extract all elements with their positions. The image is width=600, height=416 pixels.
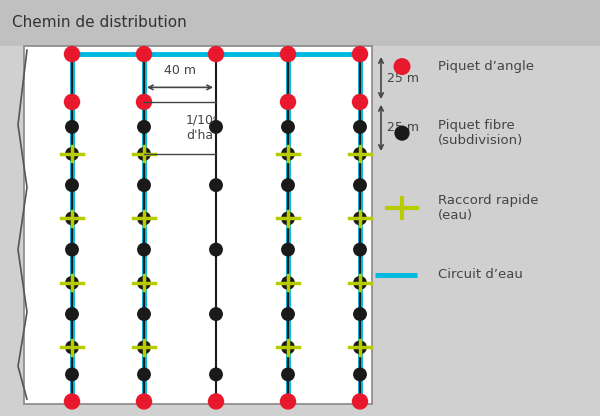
Point [355, 398, 365, 405]
Point [67, 182, 77, 188]
Point [355, 311, 365, 317]
Point [139, 151, 149, 157]
Point [283, 151, 293, 157]
Point [283, 311, 293, 317]
Point [211, 311, 221, 317]
Point [355, 51, 365, 57]
Point [139, 371, 149, 378]
Text: Piquet fibre
(subdivision): Piquet fibre (subdivision) [438, 119, 523, 147]
Point [397, 130, 407, 136]
Point [139, 215, 149, 222]
Point [211, 51, 221, 57]
Point [211, 124, 221, 130]
Point [355, 371, 365, 378]
Point [139, 280, 149, 286]
Point [283, 51, 293, 57]
Point [139, 124, 149, 130]
Point [211, 182, 221, 188]
Bar [24, 46, 372, 404]
Text: 25 m: 25 m [387, 72, 419, 84]
Point [139, 51, 149, 57]
Text: Raccord rapide
(eau): Raccord rapide (eau) [438, 194, 539, 222]
Text: 40 m: 40 m [164, 64, 196, 77]
Text: 1/10ᵉ
d'ha: 1/10ᵉ d'ha [186, 114, 219, 142]
Point [67, 371, 77, 378]
Point [139, 311, 149, 317]
Point [283, 344, 293, 351]
Point [67, 51, 77, 57]
Point [139, 344, 149, 351]
Point [283, 398, 293, 405]
Point [283, 246, 293, 253]
Point [139, 182, 149, 188]
Point [67, 398, 77, 405]
Point [211, 371, 221, 378]
Point [283, 215, 293, 222]
Point [139, 99, 149, 105]
Text: Piquet d’angle: Piquet d’angle [438, 60, 534, 73]
Point [283, 280, 293, 286]
Text: 25 m: 25 m [387, 121, 419, 134]
Point [355, 151, 365, 157]
Point [67, 151, 77, 157]
Point [67, 280, 77, 286]
Point [397, 63, 407, 70]
Point [355, 280, 365, 286]
Point [67, 124, 77, 130]
Point [139, 398, 149, 405]
Point [67, 215, 77, 222]
Point [283, 182, 293, 188]
Text: Circuit d’eau: Circuit d’eau [438, 268, 523, 281]
Point [67, 246, 77, 253]
Bar [0, 0, 600, 46]
Point [355, 182, 365, 188]
Point [355, 246, 365, 253]
Point [211, 246, 221, 253]
Point [67, 344, 77, 351]
Point [355, 99, 365, 105]
Point [355, 344, 365, 351]
Point [283, 124, 293, 130]
Point [67, 311, 77, 317]
Point [283, 99, 293, 105]
Point [355, 124, 365, 130]
Point [67, 99, 77, 105]
Text: Chemin de distribution: Chemin de distribution [12, 15, 187, 30]
Point [283, 371, 293, 378]
Point [355, 215, 365, 222]
Point [139, 246, 149, 253]
Point [211, 398, 221, 405]
